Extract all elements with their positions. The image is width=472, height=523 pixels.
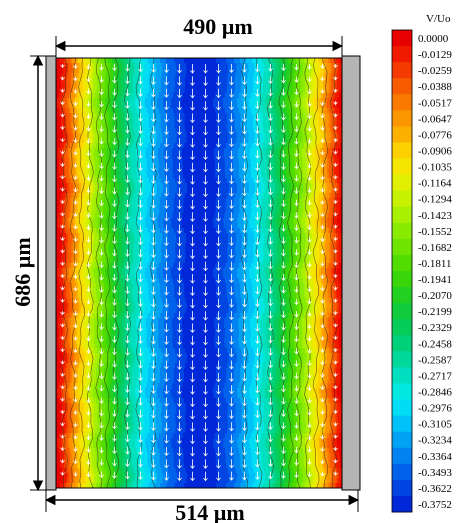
right-wall (341, 55, 361, 491)
colorbar-level-label: -0.3493 (418, 467, 452, 479)
colorbar-level-label: -0.2717 (418, 370, 452, 382)
colorbar-level-label: -0.1294 (418, 194, 452, 206)
velocity-vectors (60, 64, 338, 482)
colorbar-level-label: -0.2976 (418, 403, 452, 415)
colorbar-level-label: -0.3622 (418, 483, 452, 495)
colorbar-frame (391, 29, 413, 513)
colorbar-swatch (392, 271, 412, 288)
colorbar-swatch (392, 222, 412, 240)
colorbar-swatch (392, 174, 412, 192)
channel-outline (55, 57, 343, 489)
colorbar-swatch (392, 447, 412, 465)
colorbar-level-label: -0.2846 (418, 387, 452, 399)
colorbar-level-label: -0.0259 (418, 65, 452, 77)
colorbar-level-label: -0.0388 (418, 81, 452, 93)
colorbar-swatch (392, 190, 412, 208)
top-width-dimension: 490 µm (54, 14, 344, 58)
colorbar-level-label: -0.1552 (418, 226, 452, 238)
colorbar-level-label: -0.3752 (418, 499, 452, 511)
colorbar-swatch (392, 78, 412, 95)
colorbar-labels: 0.0000 -0.0129 -0.0259 -0.0388 -0.0517 -0.064… (418, 33, 452, 511)
colorbar-level-label: -0.0647 (418, 113, 452, 125)
colorbar-level-label: -0.3364 (418, 451, 452, 463)
colorbar-level-label: -0.2329 (418, 322, 452, 334)
top-width-label: 490 µm (183, 14, 253, 39)
colorbar-swatch (392, 351, 412, 368)
colorbar-level-label: -0.2587 (418, 354, 452, 366)
colorbar-swatch (392, 46, 412, 63)
colorbar-swatch (392, 206, 412, 224)
height-dimension: 686 µm (10, 54, 46, 492)
bottom-width-label: 514 µm (175, 500, 245, 523)
channel-domain (45, 55, 361, 491)
colorbar-level-label: -0.1941 (418, 274, 452, 286)
colorbar-swatch (392, 303, 412, 320)
colorbar-swatch (392, 287, 412, 304)
colorbar-level-label: -0.0517 (418, 97, 452, 109)
colorbar-swatch (392, 479, 412, 497)
colorbar-level-label: -0.3234 (418, 435, 452, 447)
colorbar-swatch (392, 399, 412, 416)
colorbar-level-label: -0.3105 (418, 419, 452, 431)
left-wall (45, 55, 57, 491)
colorbar-swatch (392, 367, 412, 384)
colorbar-swatch (392, 30, 412, 47)
colorbar-level-label: -0.2458 (418, 338, 452, 350)
colorbar-swatches (391, 29, 413, 513)
colorbar-swatch (392, 126, 412, 143)
colorbar-level-label: -0.1682 (418, 242, 452, 254)
colorbar-swatch (392, 319, 412, 336)
colorbar-level-label: 0.0000 (418, 33, 449, 45)
colorbar-swatch (392, 383, 412, 400)
colorbar-title: V/Uo (426, 13, 451, 25)
colorbar-swatch (392, 62, 412, 79)
colorbar-swatch (392, 335, 412, 352)
colorbar-swatch (392, 110, 412, 127)
colorbar-level-label: -0.1423 (418, 210, 452, 222)
colorbar-level-label: -0.1811 (418, 258, 452, 270)
colorbar-swatch (392, 415, 412, 433)
colorbar-swatch (392, 431, 412, 449)
colorbar-swatch (392, 495, 412, 513)
bottom-width-dimension: 514 µm (44, 490, 360, 523)
colorbar-swatch (392, 158, 412, 175)
colorbar: V/Uo 0.0000 -0.0129 -0.0259 -0.0388 -0.0517 -… (391, 13, 452, 513)
colorbar-swatch (392, 94, 412, 111)
colorbar-level-label: -0.2070 (418, 290, 452, 302)
colorbar-level-label: -0.0906 (418, 146, 452, 158)
colorbar-level-label: -0.1164 (418, 178, 452, 190)
colorbar-swatch (392, 238, 412, 256)
colorbar-level-label: -0.0776 (418, 129, 452, 141)
colorbar-swatch (392, 142, 412, 159)
colorbar-level-label: -0.2199 (418, 306, 452, 318)
colorbar-level-label: -0.0129 (418, 49, 452, 61)
colorbar-swatch (392, 463, 412, 481)
colorbar-swatch (392, 254, 412, 272)
colorbar-level-label: -0.1035 (418, 162, 452, 174)
height-label: 686 µm (10, 237, 35, 307)
